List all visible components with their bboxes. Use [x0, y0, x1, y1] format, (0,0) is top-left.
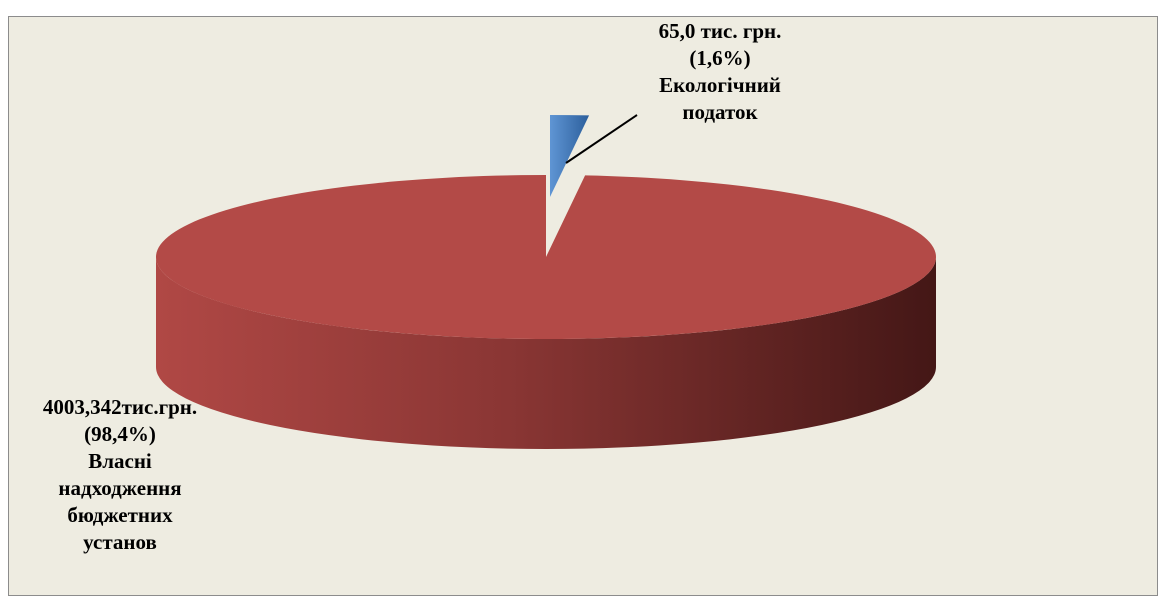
pie-slice-side-own-revenues — [156, 257, 936, 449]
pie-slice-ecological-tax — [550, 115, 590, 197]
slice-label-name-line1: Екологічний — [659, 73, 781, 97]
slice-label-value: 4003,342тис.грн. — [42, 395, 198, 419]
pie-slice-own-revenues — [156, 174, 937, 339]
slice-label-name-line1: Власні — [88, 449, 152, 473]
slice-label-name-line2: надходження — [58, 476, 182, 500]
slice-label-percent: (1,6%) — [689, 46, 751, 70]
slice-label-name-line3: бюджетних — [67, 503, 173, 527]
slice-label-value: 65,0 тис. грн. — [658, 19, 782, 43]
slice-label-percent: (98,4%) — [84, 422, 156, 446]
slice-label-name-line2: податок — [682, 100, 758, 124]
leader-line — [565, 114, 638, 164]
slice-label-ecological-tax: 65,0 тис. грн. (1,6%) Екологічний подато… — [620, 18, 820, 126]
slice-label-name-line4: установ — [83, 530, 157, 554]
slice-label-own-revenues: 4003,342тис.грн. (98,4%) Власні надходже… — [10, 394, 230, 556]
